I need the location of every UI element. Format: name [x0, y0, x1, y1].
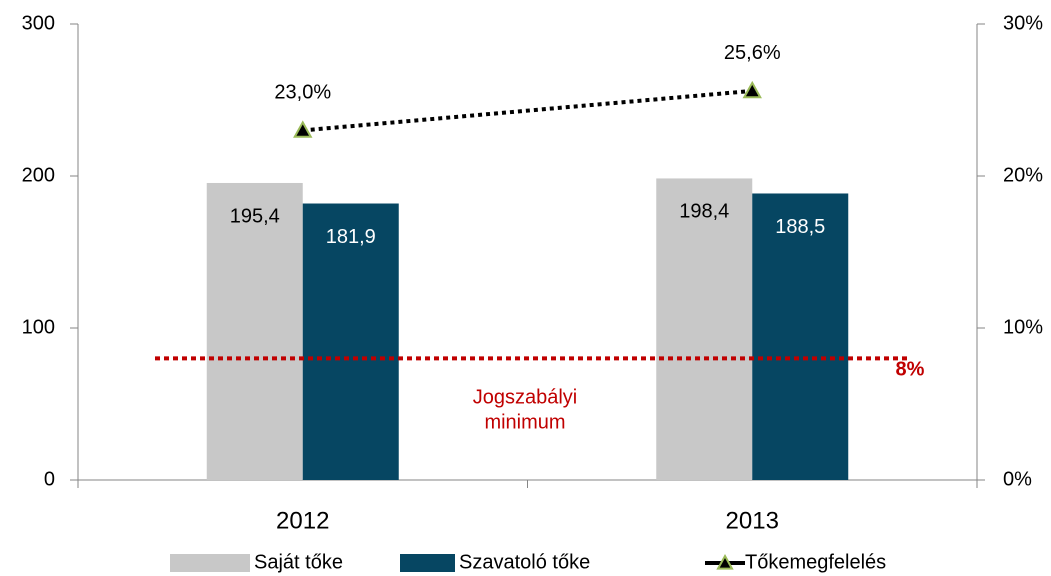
legend-label: Saját tőke	[254, 551, 343, 573]
line-value-label: 23,0%	[274, 82, 331, 104]
y-tick-label: 200	[22, 164, 55, 186]
bar-value-label: 188,5	[775, 216, 825, 238]
bar	[206, 182, 303, 480]
y2-tick-label: 30%	[1003, 12, 1043, 34]
bar-value-label: 181,9	[326, 226, 376, 248]
legend-swatch	[170, 554, 250, 572]
line-marker	[293, 120, 313, 138]
x-tick-label: 2012	[276, 507, 329, 534]
bar	[302, 203, 399, 480]
bar	[656, 178, 753, 480]
y-tick-label: 300	[22, 12, 55, 34]
reference-annotation: Jogszabályi	[473, 387, 578, 409]
bar-value-label: 198,4	[679, 201, 729, 223]
y-tick-label: 100	[22, 316, 55, 338]
bar	[752, 193, 849, 481]
reference-annotation: minimum	[484, 412, 565, 434]
legend-marker	[716, 553, 734, 570]
y2-tick-label: 10%	[1003, 316, 1043, 338]
line-value-label: 25,6%	[724, 42, 781, 64]
y2-tick-label: 20%	[1003, 164, 1043, 186]
legend-label: Szavatoló tőke	[459, 551, 590, 573]
line-marker	[742, 80, 762, 99]
y2-tick-label: 0%	[1003, 468, 1032, 490]
reference-label: 8%	[896, 359, 925, 381]
legend-swatch	[400, 554, 455, 572]
y-tick-label: 0	[44, 468, 55, 490]
x-tick-label: 2013	[726, 507, 779, 534]
legend-label: Tőkemegfelelés	[745, 551, 886, 573]
bar-value-label: 195,4	[230, 205, 280, 227]
line	[302, 88, 753, 133]
